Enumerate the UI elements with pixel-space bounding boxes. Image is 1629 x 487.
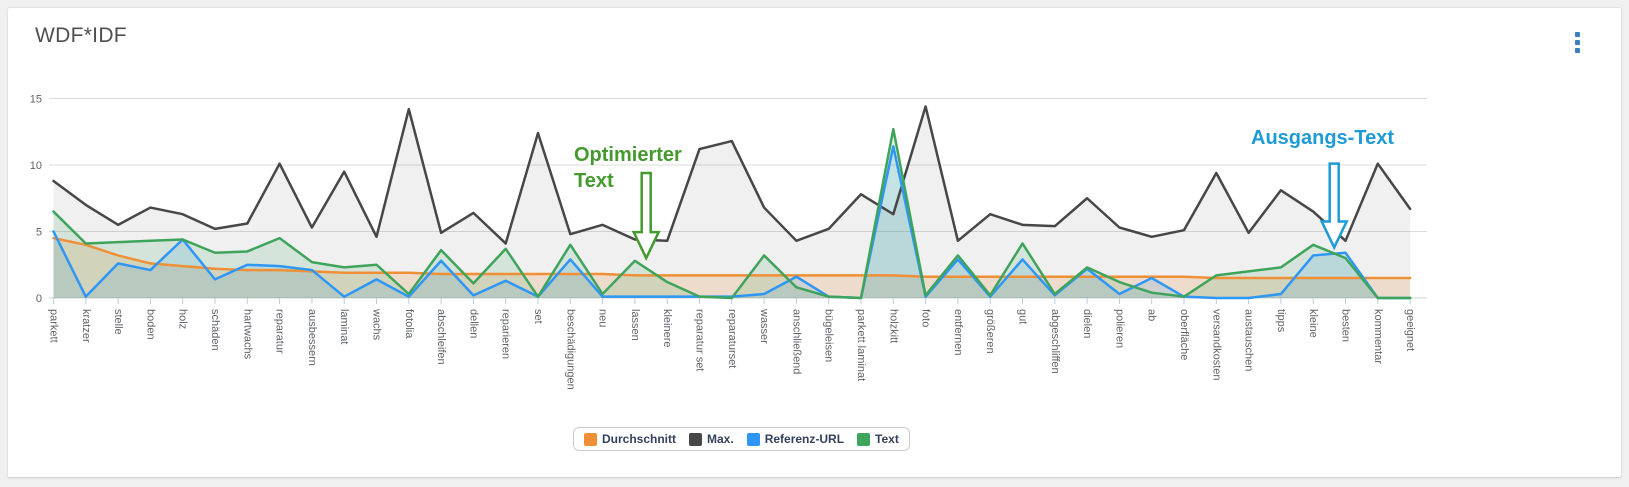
x-axis-category-label: abschleifen [435,309,447,365]
x-axis-category-label: wasser [758,308,770,344]
legend-item-Referenz-URL[interactable]: Referenz-URL [746,432,845,446]
x-axis-category-label: set [532,309,544,324]
annotation-arrow-0 [631,171,661,261]
y-axis-tick-label: 10 [30,160,42,172]
series-line-Durchschnitt[interactable] [52,236,1412,280]
annotation-label-0: Optimierter Text [574,144,682,192]
x-axis-category-label: gut [1017,309,1029,324]
x-axis-category-label: versandkosten [1210,309,1222,381]
x-axis-category-label: abgeschliffen [1049,309,1061,374]
x-axis-category-label: stelle [112,309,124,335]
x-axis-category-label: hartwachs [241,309,253,360]
series-line-Max.[interactable] [52,105,1412,245]
annotation-label-1: Ausgangs-Text [1251,127,1394,149]
x-axis-category-label: geeignet [1404,309,1416,351]
wdfidf-area-chart[interactable]: 0 5 10 15 parkett kratzer stelle boden holz schäd… [8,8,1623,474]
x-axis-category-label: reparieren [500,309,512,359]
legend-swatch-icon [857,432,871,446]
wdfidf-card: WDF*IDF 0 5 10 15 parkett kratzer stelle boden h… [7,7,1622,478]
x-axis-category-label: dielen [1081,309,1093,338]
kebab-menu-button[interactable] [1571,28,1584,57]
legend-item-Durchschnitt[interactable]: Durchschnitt [584,432,676,446]
x-axis-category-label: entfernen [952,309,964,355]
x-axis-category-label: tipps [1275,309,1287,333]
x-axis-category-label: ausbessern [306,309,318,366]
x-axis-category-label: reparatur set [694,309,706,371]
annotation-arrow-1 [1319,162,1349,251]
page-title: WDF*IDF [35,24,127,47]
x-axis-category-label: foto [920,309,932,327]
x-axis-category-label: holz [177,309,189,329]
legend-swatch-icon [746,432,760,446]
x-axis-category-label: fotolia [403,309,415,339]
x-axis-category-label: bügeleisen [823,309,835,362]
x-axis-category-label: besten [1340,309,1352,342]
y-axis-tick-label: 0 [36,293,42,305]
x-axis-category-label: dellen [467,309,479,338]
x-axis-category-label: kleine [1307,309,1319,338]
kebab-menu-icon [1575,32,1580,53]
legend-label: Text [875,432,899,446]
x-axis-category-label: kommentar [1372,309,1384,364]
y-axis-tick-label: 15 [30,94,42,106]
x-axis-category-label: polieren [1113,309,1125,348]
x-axis-category-label: beschädigungen [564,309,576,390]
legend-label: Durchschnitt [602,432,677,446]
x-axis-category-label: boden [144,309,156,340]
x-axis-category-label: oberfläche [1178,309,1190,360]
x-axis-category-label: kratzer [80,309,92,343]
x-axis-category-label: parkett laminat [855,309,867,381]
legend-item-Max.[interactable]: Max. [689,432,734,446]
legend-item-Text[interactable]: Text [857,432,899,446]
x-axis-category-label: parkett [48,309,60,343]
x-axis-category-label: neu [597,309,609,327]
x-axis-category-label: austauschen [1243,309,1255,371]
y-axis-tick-label: 5 [36,227,42,239]
x-axis-category-label: reparaturset [726,309,738,368]
x-axis-category-label: anschließend [790,309,802,374]
x-axis-category-label: ab [1146,309,1158,321]
x-axis-category-label: reparatur [274,309,286,354]
series-line-Text[interactable] [52,127,1412,300]
legend-label: Max. [707,432,734,446]
x-axis-category-label: kleinere [661,309,673,348]
x-axis-category-label: laminat [338,309,350,344]
x-axis-category-label: lassen [629,309,641,341]
x-axis-category-label: wachs [371,308,383,341]
x-axis-category-label: schäden [209,309,221,351]
x-axis-category-label: holzkitt [887,309,899,343]
legend-label: Referenz-URL [764,432,845,446]
legend-swatch-icon [689,432,703,446]
x-axis-category-label: größeren [984,309,996,354]
chart-legend: Durchschnitt Max. Referenz-URL Text [573,427,910,451]
legend-swatch-icon [584,432,597,446]
